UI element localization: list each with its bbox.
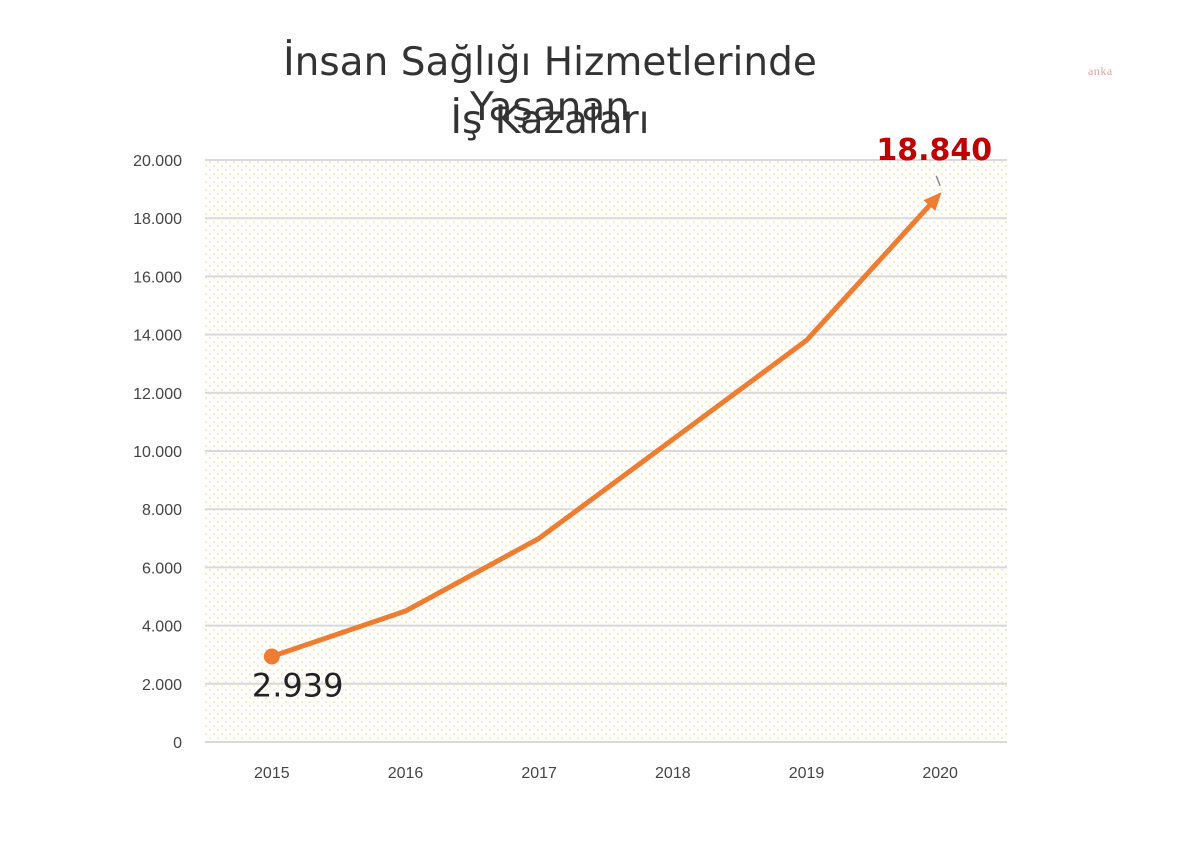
chart-title-line-2: İş Kazaları xyxy=(450,98,650,143)
x-tick-label: 2017 xyxy=(521,765,557,782)
y-tick-label: 0 xyxy=(173,735,182,752)
x-tick-label: 2015 xyxy=(254,765,290,782)
y-tick-label: 18.000 xyxy=(133,211,182,228)
data-label-last: 18.840 xyxy=(876,133,992,168)
y-tick-label: 6.000 xyxy=(142,560,182,577)
x-axis-tick-labels: 2015 2016 2017 2018 2019 2020 xyxy=(254,765,958,782)
gridlines xyxy=(205,159,1007,743)
arrowhead xyxy=(923,192,942,211)
chart-title-line-1: İnsan Sağlığı Hizmetlerinde Yaşanan xyxy=(283,40,817,130)
y-axis-tick-labels: 0 2.000 4.000 6.000 8.000 10.000 12.000 14.000 1… xyxy=(133,153,182,752)
y-tick-label: 10.000 xyxy=(133,444,182,461)
y-tick-label: 2.000 xyxy=(142,677,182,694)
series-line xyxy=(263,175,942,665)
y-tick-label: 14.000 xyxy=(133,328,182,345)
series-polyline xyxy=(269,201,934,659)
data-labels: 2.939 18.840 xyxy=(252,133,992,705)
y-tick-label: 8.000 xyxy=(142,502,182,519)
y-tick-label: 12.000 xyxy=(133,386,182,403)
y-tick-label: 4.000 xyxy=(142,619,182,636)
watermark: anka xyxy=(1088,64,1113,78)
y-tick-label: 16.000 xyxy=(133,269,182,286)
x-tick-label: 2020 xyxy=(922,765,958,782)
leader-line xyxy=(935,175,941,187)
y-tick-label: 20.000 xyxy=(133,153,182,170)
x-tick-label: 2018 xyxy=(655,765,691,782)
x-tick-label: 2019 xyxy=(789,765,825,782)
x-tick-label: 2016 xyxy=(388,765,424,782)
data-label-first: 2.939 xyxy=(252,666,344,704)
data-point xyxy=(263,648,280,665)
